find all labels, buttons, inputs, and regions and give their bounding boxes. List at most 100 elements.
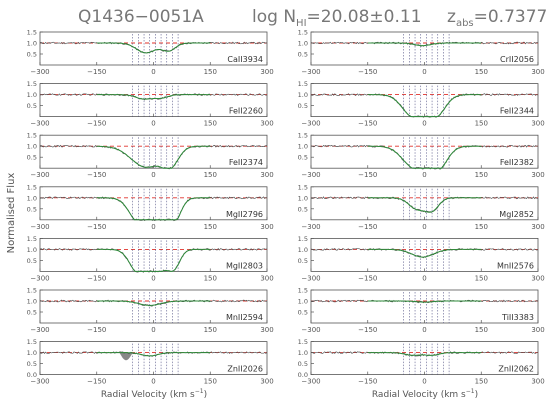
x-tick-label: 150 (204, 274, 217, 282)
x-tick-label: −300 (301, 274, 320, 282)
x-tick-label: 0 (422, 171, 426, 179)
panel-label: MgI2852 (499, 210, 534, 219)
panel-label: FeII2260 (229, 107, 263, 116)
x-tick-label: −300 (30, 326, 49, 334)
y-tick-label: 0.5 (27, 309, 37, 317)
y-tick-label: 1.5 (27, 338, 37, 346)
model-fit (367, 145, 482, 169)
model-fit (96, 145, 211, 169)
x-tick-label: −150 (87, 223, 106, 231)
x-tick-label: 150 (475, 326, 488, 334)
x-tick-label: 300 (531, 326, 544, 334)
x-tick-label: 300 (531, 120, 544, 128)
x-tick-label: 0 (151, 378, 155, 386)
x-tick-label: −150 (87, 68, 106, 76)
blend-shaded-region (119, 352, 133, 361)
panel-mgi2852: 1.5 1.0 0.5 −300 −150 0 150 300 MgI2852 (298, 183, 545, 231)
x-tick-label: 300 (260, 274, 273, 282)
model-fit (367, 94, 482, 118)
model-fit (96, 300, 211, 306)
y-tick-label: 1.5 (298, 80, 308, 88)
x-tick-label: 0 (151, 68, 155, 76)
spectrum-data (39, 41, 268, 54)
y-tick-label: 1.0 (298, 194, 308, 202)
panel-feii2374: 1.5 1.0 0.5 −300 −150 0 150 300 FeII2374 (27, 132, 274, 180)
y-tick-label: 1.0 (27, 246, 37, 254)
x-tick-label: −300 (30, 171, 49, 179)
x-tick-label: −150 (358, 378, 377, 386)
x-axis-label-right-close: ) (475, 390, 479, 400)
panel-label: FeII2344 (500, 107, 534, 116)
x-tick-label: −300 (30, 378, 49, 386)
x-tick-label: 300 (531, 68, 544, 76)
x-tick-label: 150 (475, 378, 488, 386)
y-tick-label: 1.5 (27, 29, 37, 37)
y-tick-label: 0.5 (27, 257, 37, 265)
panel-label: FeII2374 (229, 158, 263, 167)
panel-label: MgII2803 (226, 261, 263, 270)
model-fit (96, 197, 211, 221)
x-tick-label: −150 (358, 326, 377, 334)
model-fit (96, 42, 211, 54)
y-tick-label: 1.0 (27, 40, 37, 48)
y-tick-label: 1.0 (298, 298, 308, 306)
x-tick-label: −150 (358, 171, 377, 179)
y-tick-label: 0.5 (27, 205, 37, 213)
y-tick-label: 1.0 (27, 91, 37, 99)
x-tick-label: 150 (204, 171, 217, 179)
zabs-label: z (447, 7, 456, 27)
x-tick-label: 150 (204, 223, 217, 231)
x-axis-label-right: Radial Velocity (km s−1) (372, 388, 478, 400)
y-tick-label: 1.5 (27, 287, 37, 295)
panel-feii2382: 1.5 1.0 0.5 −300 −150 0 150 300 FeII2382 (298, 132, 545, 180)
x-tick-label: 300 (260, 223, 273, 231)
x-tick-label: 0 (151, 120, 155, 128)
figure-title: Q1436−0051A log NHI=20.08±0.11 zabs=0.73… (78, 7, 547, 29)
panel-mgii2803: 1.5 1.0 0.5 −300 −150 0 150 300 MgII2803 (27, 235, 274, 283)
panel-label: CaII3934 (227, 55, 263, 64)
zabs-subscript: abs (456, 18, 474, 29)
y-tick-label: 0.5 (27, 360, 37, 368)
x-tick-label: 300 (531, 274, 544, 282)
x-tick-label: 300 (260, 68, 273, 76)
panel-label: FeII2382 (500, 158, 534, 167)
x-tick-label: 0 (422, 120, 426, 128)
panel-label: MnII2594 (226, 313, 263, 322)
x-tick-label: 150 (204, 68, 217, 76)
x-tick-label: 150 (204, 326, 217, 334)
y-tick-label: 1.0 (27, 194, 37, 202)
spectrum-data (310, 248, 539, 259)
x-tick-label: 0 (422, 223, 426, 231)
x-tick-label: −300 (30, 68, 49, 76)
panel-label: MnII2576 (497, 261, 534, 270)
x-tick-label: −300 (30, 120, 49, 128)
zabs-value: =0.7377 (474, 7, 548, 27)
y-tick-label: 0.5 (298, 51, 308, 59)
x-tick-label: 300 (531, 378, 544, 386)
x-tick-label: 0 (422, 68, 426, 76)
y-tick-label: 1.0 (27, 298, 37, 306)
panel-label: TiII3383 (501, 313, 534, 322)
y-tick-label: 0.5 (27, 154, 37, 162)
x-tick-label: −300 (301, 171, 320, 179)
panel-label: ZnII2062 (498, 365, 534, 374)
nhi-annotation: log NHI=20.08±0.11 (252, 7, 422, 29)
panel-feii2344: 1.5 1.0 0.5 −300 −150 0 150 300 FeII2344 (298, 80, 545, 128)
x-axis-label-left-main: Radial Velocity (km s (101, 390, 195, 400)
x-axis-label-left: Radial Velocity (km s−1) (101, 388, 207, 400)
y-tick-label: 1.0 (298, 246, 308, 254)
model-fit (96, 248, 211, 272)
y-axis-label: Normalised Flux (6, 173, 17, 254)
x-axis-label-right-sup: −1 (466, 388, 475, 395)
y-tick-label: 1.0 (27, 143, 37, 151)
y-tick-label: 1.0 (298, 91, 308, 99)
x-tick-label: −300 (30, 274, 49, 282)
panel-grid: 1.5 1.0 0.5 −300 −150 0 150 300 CaII3934 1.5 1.0 0.… (27, 29, 545, 386)
x-tick-label: 300 (531, 171, 544, 179)
zabs-annotation: zabs=0.7377 (447, 7, 547, 29)
y-tick-label: 0.5 (298, 257, 308, 265)
y-tick-label: 1.5 (298, 338, 308, 346)
x-tick-label: −150 (358, 223, 377, 231)
x-tick-label: 300 (260, 171, 273, 179)
